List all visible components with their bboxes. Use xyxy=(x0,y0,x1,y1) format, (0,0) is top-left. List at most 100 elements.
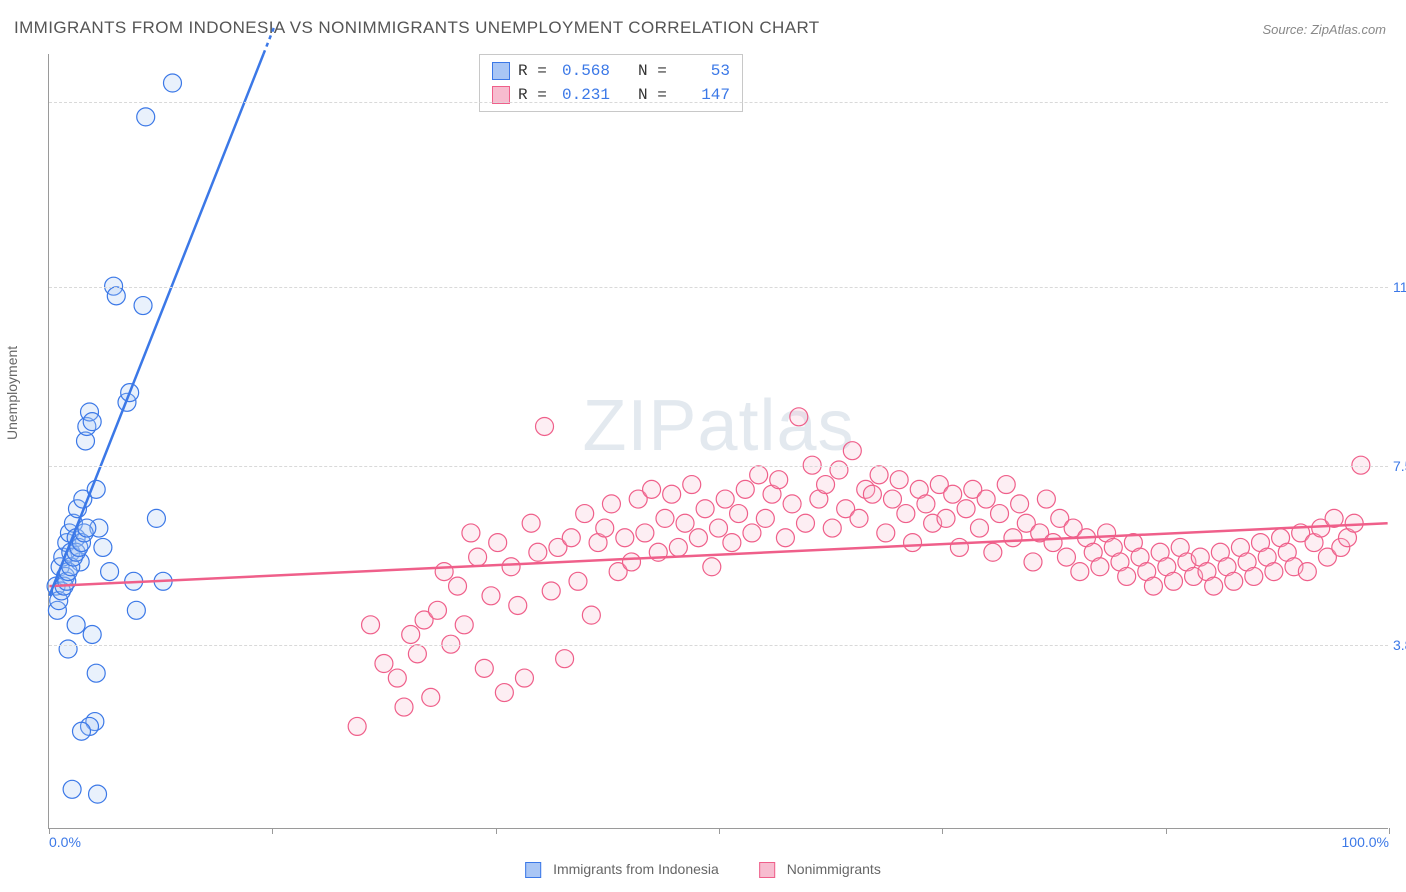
scatter-point xyxy=(776,529,794,547)
scatter-point xyxy=(656,509,674,527)
y-axis-label: Unemployment xyxy=(4,346,20,440)
scatter-point xyxy=(669,538,687,556)
scatter-point xyxy=(1091,558,1109,576)
scatter-point xyxy=(676,514,694,532)
scatter-point xyxy=(422,688,440,706)
x-tick xyxy=(719,828,720,834)
scatter-point xyxy=(723,534,741,552)
source-attribution: Source: ZipAtlas.com xyxy=(1262,22,1386,37)
scatter-point xyxy=(1118,567,1136,585)
scatter-point xyxy=(883,490,901,508)
scatter-point xyxy=(730,505,748,523)
scatter-point xyxy=(689,529,707,547)
scatter-point xyxy=(897,505,915,523)
scatter-point xyxy=(562,529,580,547)
x-tick xyxy=(496,828,497,834)
x-tick-label: 0.0% xyxy=(49,834,81,850)
chart-title: IMMIGRANTS FROM INDONESIA VS NONIMMIGRAN… xyxy=(14,18,820,38)
y-tick-label: 11.2% xyxy=(1393,279,1406,295)
scatter-point xyxy=(1071,563,1089,581)
scatter-point xyxy=(870,466,888,484)
scatter-point xyxy=(1225,572,1243,590)
scatter-point xyxy=(134,297,152,315)
scatter-point xyxy=(556,650,574,668)
scatter-point xyxy=(783,495,801,513)
x-tick xyxy=(1166,828,1167,834)
scatter-point xyxy=(362,616,380,634)
scatter-point xyxy=(489,534,507,552)
scatter-point xyxy=(482,587,500,605)
scatter-point xyxy=(536,417,554,435)
swatch-series-a-bottom xyxy=(525,862,541,878)
legend-item-series-a: Immigrants from Indonesia xyxy=(525,861,719,878)
scatter-point xyxy=(101,563,119,581)
scatter-point xyxy=(348,717,366,735)
scatter-point xyxy=(495,684,513,702)
scatter-point xyxy=(1144,577,1162,595)
legend-label-b: Nonimmigrants xyxy=(787,861,881,877)
scatter-point xyxy=(716,490,734,508)
scatter-point xyxy=(1345,514,1363,532)
scatter-point xyxy=(796,514,814,532)
y-tick-label: 7.5% xyxy=(1393,458,1406,474)
legend-item-series-b: Nonimmigrants xyxy=(759,861,881,878)
scatter-point xyxy=(388,669,406,687)
scatter-point xyxy=(843,442,861,460)
scatter-svg xyxy=(49,54,1388,828)
scatter-point xyxy=(1057,548,1075,566)
scatter-point xyxy=(59,640,77,658)
scatter-point xyxy=(1024,553,1042,571)
scatter-point xyxy=(997,476,1015,494)
scatter-point xyxy=(515,669,533,687)
scatter-point xyxy=(1044,534,1062,552)
scatter-point xyxy=(67,616,85,634)
scatter-point xyxy=(475,659,493,677)
scatter-point xyxy=(957,500,975,518)
y-tick-label: 3.8% xyxy=(1393,637,1406,653)
x-tick-label: 100.0% xyxy=(1342,834,1389,850)
scatter-point xyxy=(1265,563,1283,581)
scatter-point xyxy=(977,490,995,508)
gridline xyxy=(49,102,1388,103)
scatter-point xyxy=(1245,567,1263,585)
scatter-point xyxy=(596,519,614,537)
scatter-point xyxy=(408,645,426,663)
scatter-point xyxy=(756,509,774,527)
scatter-point xyxy=(736,480,754,498)
scatter-point xyxy=(743,524,761,542)
scatter-point xyxy=(83,413,101,431)
scatter-point xyxy=(991,505,1009,523)
scatter-point xyxy=(696,500,714,518)
scatter-point xyxy=(395,698,413,716)
scatter-point xyxy=(863,485,881,503)
scatter-point xyxy=(877,524,895,542)
scatter-point xyxy=(582,606,600,624)
scatter-point xyxy=(663,485,681,503)
scatter-point xyxy=(509,596,527,614)
scatter-point xyxy=(1298,563,1316,581)
scatter-point xyxy=(823,519,841,537)
x-tick xyxy=(1389,828,1390,834)
scatter-point xyxy=(703,558,721,576)
gridline xyxy=(49,645,1388,646)
scatter-point xyxy=(937,509,955,527)
x-tick xyxy=(272,828,273,834)
scatter-plot-area: ZIPatlas R = 0.568 N = 53 R = 0.231 N = … xyxy=(48,54,1388,829)
scatter-point xyxy=(107,287,125,305)
scatter-point xyxy=(63,780,81,798)
scatter-point xyxy=(529,543,547,561)
scatter-point xyxy=(569,572,587,590)
scatter-point xyxy=(147,509,165,527)
scatter-point xyxy=(576,505,594,523)
scatter-point xyxy=(984,543,1002,561)
scatter-point xyxy=(830,461,848,479)
scatter-point xyxy=(750,466,768,484)
scatter-point xyxy=(72,722,90,740)
scatter-point xyxy=(402,626,420,644)
scatter-point xyxy=(542,582,560,600)
scatter-point xyxy=(890,471,908,489)
scatter-point xyxy=(1004,529,1022,547)
scatter-point xyxy=(449,577,467,595)
scatter-point xyxy=(94,538,112,556)
scatter-point xyxy=(1205,577,1223,595)
